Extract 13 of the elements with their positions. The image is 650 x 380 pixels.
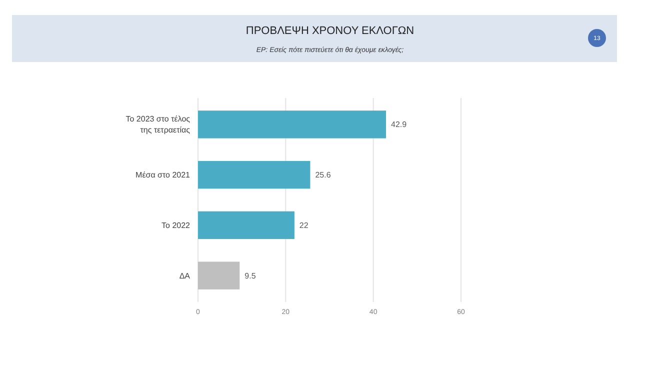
y-tick-label: ΔΑ bbox=[179, 271, 191, 280]
data-label: 22 bbox=[299, 220, 309, 230]
bar bbox=[198, 262, 240, 290]
chart-title: ΠΡΟΒΛΕΨΗ ΧΡΟΝΟΥ ΕΚΛΟΓΩΝ bbox=[246, 25, 414, 37]
bar bbox=[198, 110, 386, 138]
data-label: 42.9 bbox=[391, 120, 408, 130]
y-tick-label: Το 2023 στο τέλος της τετραετίας bbox=[126, 114, 190, 135]
bar bbox=[198, 211, 294, 240]
y-tick-label: Μέσα στο 2021 bbox=[136, 170, 191, 180]
data-label: 9.5 bbox=[244, 271, 256, 280]
y-tick-label: Το 2022 bbox=[162, 220, 191, 230]
bar bbox=[198, 160, 310, 189]
data-label: 25.6 bbox=[315, 170, 332, 180]
